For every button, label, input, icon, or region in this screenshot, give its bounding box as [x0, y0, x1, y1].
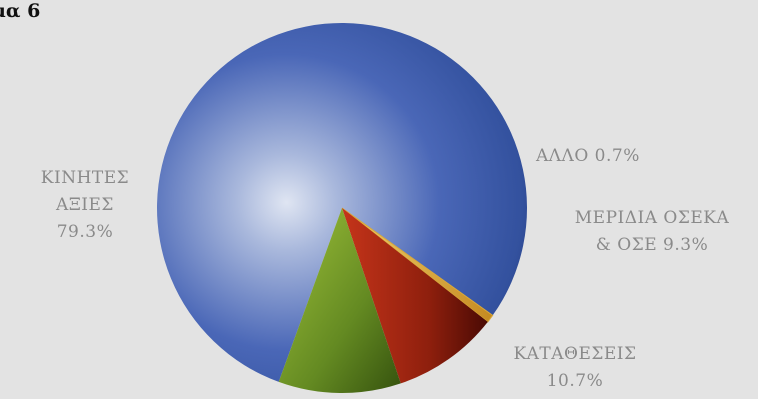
chart-title: μα 6	[0, 0, 41, 22]
slice-kinites-axies	[157, 22, 528, 382]
slice-label-line: ΜΕΡΙΔΙΑ ΟΣΕΚΑ	[574, 208, 730, 228]
slice-label-allo: ΑΛΛΟ 0.7%	[536, 143, 640, 170]
slice-allo	[341, 207, 494, 323]
slice-label-line: 79.3%	[56, 222, 114, 242]
slice-label-line: ΑΛΛΟ 0.7%	[536, 146, 640, 166]
slice-katatheseis	[278, 208, 401, 393]
slice-label-katatheseis: ΚΑΤΑΘΕΣΕΙΣ 10.7%	[495, 341, 655, 395]
slice-label-line: & ΟΣΕ 9.3%	[595, 235, 709, 255]
slice-label-line: ΚΑΤΑΘΕΣΕΙΣ	[513, 344, 637, 364]
slice-label-line: 10.7%	[546, 371, 604, 391]
slice-label-kinites-axies: ΚΙΝΗΤΕΣ ΑΞΙΕΣ 79.3%	[20, 165, 150, 246]
slice-label-line: ΚΙΝΗΤΕΣ	[40, 168, 130, 188]
slice-label-line: ΑΞΙΕΣ	[56, 195, 114, 215]
slice-meridia-osek	[342, 208, 488, 384]
slice-label-meridia-osek: ΜΕΡΙΔΙΑ ΟΣΕΚΑ & ΟΣΕ 9.3%	[547, 205, 757, 259]
